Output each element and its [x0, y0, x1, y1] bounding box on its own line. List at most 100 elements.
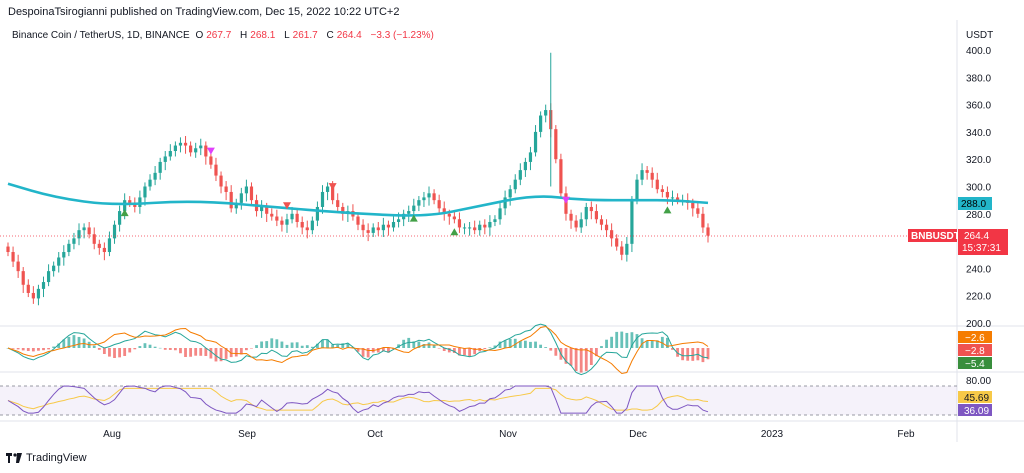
candle-body: [183, 142, 188, 146]
macd-histogram-bar: [255, 345, 258, 348]
candle-body: [407, 211, 411, 214]
rsi-line: [7, 385, 709, 414]
macd-text-3: −5.4: [965, 359, 985, 370]
macd-histogram-bar: [589, 348, 593, 365]
macd-histogram-bar: [47, 348, 50, 350]
candle-body: [178, 142, 183, 146]
candle-body: [452, 216, 456, 220]
macd-histogram-bar: [118, 348, 121, 358]
candle-body: [77, 230, 81, 239]
macd-histogram-bar: [26, 348, 30, 351]
price-tick-label: 300.0: [966, 183, 991, 194]
macd-histogram-bar: [321, 339, 324, 348]
candle-body: [244, 186, 249, 194]
macd-histogram-bar: [483, 348, 487, 349]
last-price-badge: [958, 229, 1008, 255]
candle-body: [386, 224, 391, 228]
candle-body: [295, 213, 299, 222]
candle-body: [366, 230, 370, 233]
candle-body: [483, 224, 487, 228]
macd-histogram-bar: [422, 344, 426, 348]
candle-body: [361, 224, 365, 231]
candle-body: [544, 110, 548, 116]
macd-histogram-bar: [37, 348, 40, 351]
candle-body: [696, 208, 700, 214]
price-tick-label: 280.0: [966, 210, 991, 221]
price-tick-label: 360.0: [966, 101, 991, 112]
candle-body: [112, 224, 117, 239]
candle-body: [199, 145, 203, 149]
candle-body: [513, 179, 517, 190]
macd-histogram-bar: [600, 346, 603, 348]
candle-body: [594, 211, 599, 220]
candle-body: [21, 271, 25, 285]
macd-histogram-bar: [468, 348, 471, 357]
macd-line: [7, 323, 709, 376]
macd-histogram-bar: [199, 348, 203, 356]
macd-histogram-bar: [660, 336, 664, 348]
macd-histogram-bar: [381, 348, 385, 352]
macd-histogram-bar: [270, 338, 274, 348]
macd-histogram-bar: [645, 340, 649, 348]
macd-histogram-bar: [214, 348, 218, 362]
candle-body: [503, 197, 507, 209]
macd-histogram-bar: [584, 348, 588, 372]
macd-histogram-bar: [579, 348, 583, 373]
macd-histogram-bar: [666, 337, 669, 348]
candle-body: [569, 213, 573, 221]
candle-body: [97, 243, 101, 248]
candle-body: [67, 243, 71, 253]
macd-histogram-bar: [77, 336, 81, 348]
candle-body: [630, 200, 634, 244]
macd-histogram-bar: [452, 348, 456, 353]
macd-histogram-bar: [184, 348, 187, 357]
candle-body: [102, 247, 106, 253]
candle-body: [691, 202, 695, 209]
candle-body: [11, 252, 15, 262]
macd-histogram-bar: [447, 348, 451, 353]
price-chart[interactable]: USDT 400.0 380.0 360.0 340.0 320.0 300.0 280.0…: [0, 0, 1024, 442]
candle-body: [26, 284, 30, 293]
macd-histogram-bar: [554, 348, 558, 356]
candle-body: [640, 170, 644, 180]
macd-histogram-bar: [52, 346, 56, 348]
footer-brand[interactable]: TradingView: [6, 452, 87, 464]
symbol-name: Binance Coin / TetherUS, 1D, BINANCE: [12, 30, 190, 41]
candle-body: [260, 206, 264, 212]
macd-histogram-bar: [305, 345, 309, 348]
candle-body: [589, 206, 593, 212]
macd-histogram-bar: [437, 348, 441, 349]
macd-histogram-bar: [523, 340, 527, 348]
price-tick-label: 240.0: [966, 264, 991, 275]
candle-body: [163, 156, 167, 162]
candle-body: [427, 193, 431, 198]
buy-signal-icon: [409, 214, 418, 222]
candle-body: [320, 191, 325, 207]
price-tick-label: 340.0: [966, 128, 991, 139]
macd-histogram-bar: [123, 348, 127, 356]
candle-body: [82, 227, 86, 231]
macd-histogram-bar: [655, 340, 659, 348]
candle-body: [158, 161, 162, 173]
candle-body: [442, 208, 446, 214]
macd-histogram-bar: [412, 341, 416, 348]
time-tick-label: Nov: [499, 429, 517, 440]
macd-histogram-bar: [234, 348, 238, 357]
sell-signal-icon: [561, 196, 570, 204]
candle-body: [660, 189, 664, 192]
macd-histogram-bar: [493, 345, 497, 348]
macd-histogram-bar: [650, 340, 654, 348]
macd-histogram-bar: [173, 348, 177, 351]
price-tick-label: 320.0: [966, 155, 991, 166]
macd-histogram-bar: [442, 348, 446, 351]
macd-histogram-bar: [503, 340, 507, 348]
candle-body: [46, 271, 51, 283]
macd-histogram-bar: [473, 348, 477, 355]
rsi-band: [0, 386, 957, 415]
symbol-tag-text: BNBUSDT: [911, 231, 960, 242]
ma-value-badge: [958, 197, 992, 210]
macd-histogram-bar: [407, 337, 411, 348]
symbol-tag-badge: [908, 229, 957, 242]
candle-body: [412, 205, 416, 212]
macd-histogram-bar: [671, 348, 674, 350]
